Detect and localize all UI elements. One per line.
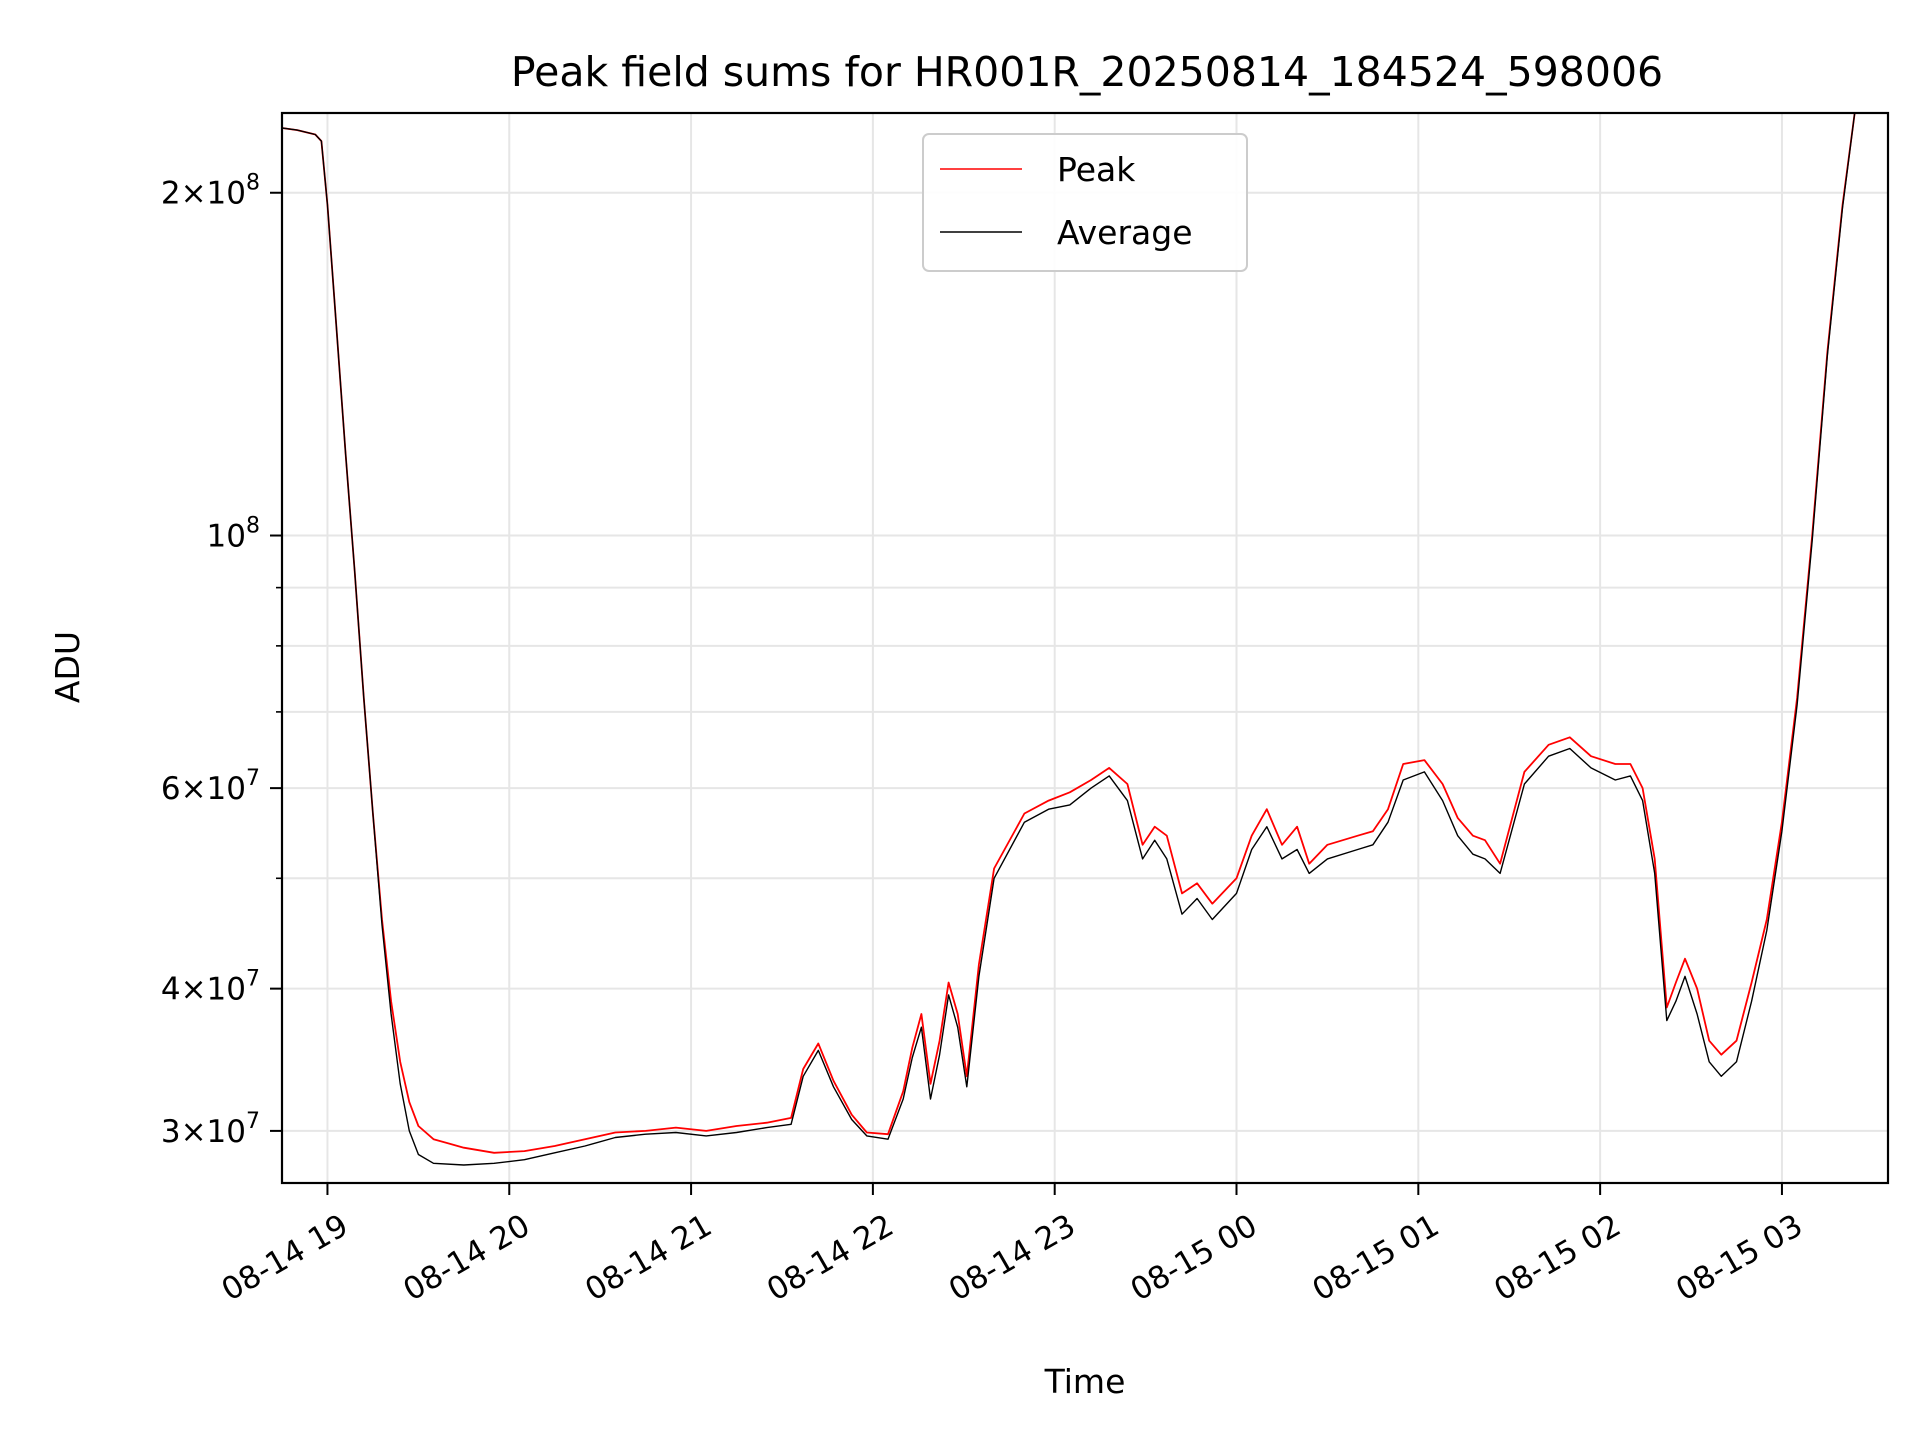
y-axis-label: ADU xyxy=(48,631,87,703)
ticks xyxy=(270,191,1783,1195)
svg-text:4×107: 4×107 xyxy=(161,967,260,1008)
y-tick-base: 4×10 xyxy=(161,972,246,1008)
y-tick-label: 6×107 xyxy=(161,766,260,807)
y-tick-label: 108 xyxy=(207,514,260,555)
y-tick-exponent: 7 xyxy=(246,1109,260,1134)
svg-text:108: 108 xyxy=(207,514,260,555)
svg-text:2×108: 2×108 xyxy=(161,171,260,212)
y-tick-base: 3×10 xyxy=(161,1114,246,1150)
y-tick-exponent: 7 xyxy=(246,967,260,992)
svg-text:3×107: 3×107 xyxy=(161,1109,260,1150)
y-tick-label: 3×107 xyxy=(161,1109,260,1150)
series-line-peak xyxy=(282,113,1888,1154)
svg-text:6×107: 6×107 xyxy=(161,766,260,807)
chart-title: Peak field sums for HR001R_20250814_1845… xyxy=(511,48,1663,96)
plot-frame xyxy=(280,111,1890,1185)
legend: Peak Average xyxy=(922,133,1248,272)
y-tick-exponent: 8 xyxy=(246,171,260,196)
y-tick-label: 4×107 xyxy=(161,967,260,1008)
legend-label-peak: Peak xyxy=(1057,150,1136,189)
y-tick-base: 10 xyxy=(207,519,246,555)
y-tick-exponent: 8 xyxy=(246,514,260,539)
legend-label-average: Average xyxy=(1057,213,1193,252)
y-tick-base: 6×10 xyxy=(161,771,246,807)
series-layer xyxy=(282,113,1888,1166)
y-tick-base: 2×10 xyxy=(161,176,246,212)
x-axis-label: Time xyxy=(1044,1362,1126,1401)
y-tick-label: 2×108 xyxy=(161,171,260,212)
y-tick-exponent: 7 xyxy=(246,766,260,791)
series-line-average xyxy=(282,113,1888,1166)
